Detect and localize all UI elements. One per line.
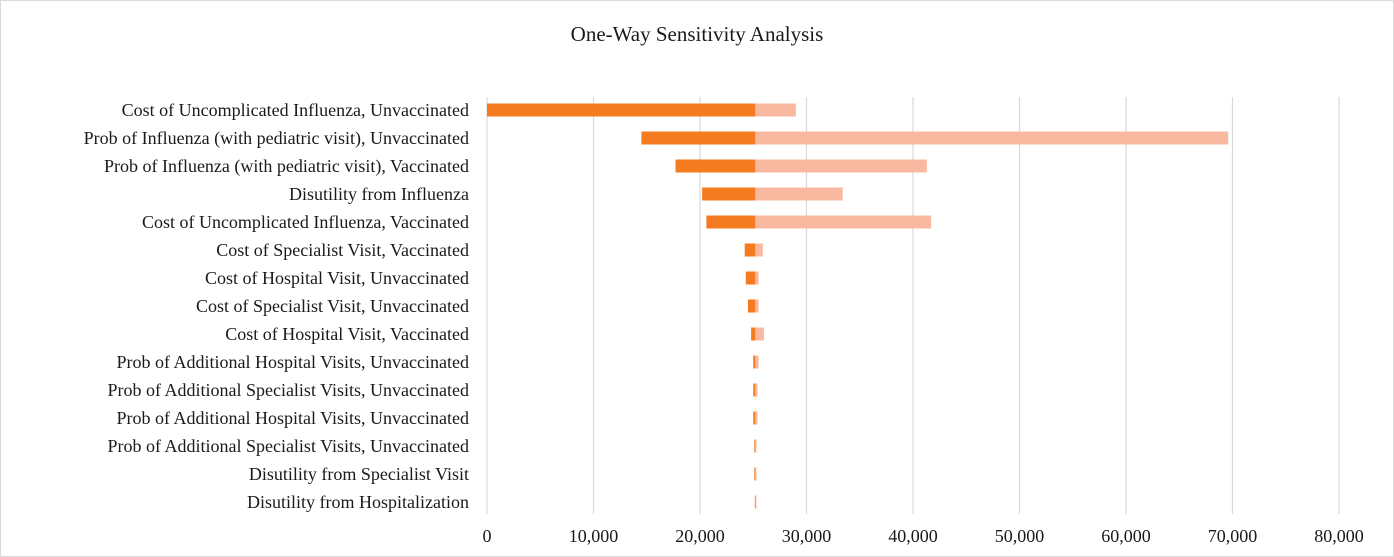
bar-high — [755, 271, 759, 285]
category-label: Prob of Influenza (with pediatric visit)… — [104, 156, 469, 177]
bar-high — [755, 495, 757, 509]
bar-low — [745, 271, 756, 285]
chart-title: One-Way Sensitivity Analysis — [570, 22, 824, 46]
category-label: Prob of Additional Specialist Visits, Un… — [107, 436, 469, 456]
bar-high — [755, 467, 757, 481]
category-label: Cost of Uncomplicated Influenza, Vaccina… — [142, 212, 469, 232]
x-tick-label: 20,000 — [675, 526, 725, 546]
bar-low — [754, 495, 756, 509]
category-label: Cost of Hospital Visit, Unvaccinated — [205, 268, 469, 288]
bar-high — [755, 159, 927, 173]
bar-low — [675, 159, 756, 173]
category-label: Cost of Specialist Visit, Vaccinated — [216, 240, 469, 260]
category-label: Prob of Additional Hospital Visits, Unva… — [116, 352, 469, 372]
category-label: Prob of Additional Hospital Visits, Unva… — [116, 408, 469, 428]
bar-high — [755, 383, 758, 397]
bar-low — [753, 411, 756, 425]
category-label: Prob of Influenza (with pediatric visit)… — [84, 128, 469, 149]
category-label: Cost of Hospital Visit, Vaccinated — [225, 324, 469, 344]
bar-low — [754, 439, 756, 453]
bar-high — [755, 355, 759, 369]
bar-low — [753, 383, 756, 397]
bar-high — [755, 327, 764, 341]
x-tick-label: 70,000 — [1208, 526, 1258, 546]
bar-low — [487, 103, 756, 117]
bar-low — [747, 299, 756, 313]
category-label: Disutility from Specialist Visit — [249, 464, 469, 484]
x-tick-label: 40,000 — [888, 526, 938, 546]
bar-high — [755, 215, 932, 229]
bar-high — [755, 411, 758, 425]
category-label: Cost of Uncomplicated Influenza, Unvacci… — [122, 100, 469, 120]
bar-high — [755, 243, 763, 257]
bar-high — [755, 103, 796, 117]
category-label: Prob of Additional Specialist Visits, Un… — [107, 380, 469, 400]
bar-high — [755, 439, 757, 453]
bar-low — [754, 467, 756, 481]
category-label: Cost of Specialist Visit, Unvaccinated — [196, 296, 469, 316]
bar-high — [755, 299, 759, 313]
bar-low — [706, 215, 756, 229]
bar-low — [702, 187, 756, 201]
x-tick-label: 60,000 — [1101, 526, 1151, 546]
x-axis-tick-labels: 0 10,000 20,000 30,000 40,000 50,000 60,000 70,… — [483, 526, 1364, 546]
x-tick-label: 30,000 — [782, 526, 832, 546]
x-tick-label: 80,000 — [1314, 526, 1364, 546]
bar-low — [744, 243, 756, 257]
category-labels: Cost of Uncomplicated Influenza, Unvacci… — [84, 100, 469, 512]
bars — [487, 103, 1229, 509]
x-tick-label: 50,000 — [995, 526, 1045, 546]
x-tick-label: 0 — [483, 526, 492, 546]
gridlines — [486, 97, 1340, 514]
bar-high — [755, 131, 1229, 145]
bar-low — [641, 131, 756, 145]
bar-low — [751, 327, 756, 341]
x-tick-label: 10,000 — [569, 526, 619, 546]
bar-low — [753, 355, 756, 369]
category-label: Disutility from Hospitalization — [247, 492, 469, 512]
category-label: Disutility from Influenza — [289, 184, 469, 204]
bar-high — [755, 187, 843, 201]
